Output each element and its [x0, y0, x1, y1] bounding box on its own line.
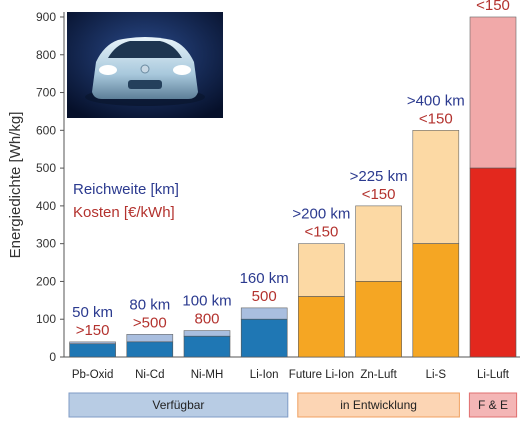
cost-label: >150 — [76, 322, 110, 339]
bar-lower-segment — [412, 243, 460, 358]
y-tick-label: 900 — [36, 10, 56, 24]
category-label: Ni-Cd — [135, 369, 164, 381]
bar-upper-segment — [355, 205, 402, 282]
group-label: Verfügbar — [152, 398, 204, 412]
group-box — [297, 392, 460, 418]
bar-lower-segment — [298, 296, 345, 358]
category-label: Future Li-Ion — [289, 369, 354, 381]
bar-upper-segment — [412, 130, 460, 244]
y-tick-label: 400 — [36, 199, 56, 213]
range-label: 160 km — [240, 270, 289, 287]
bar-lower-segment — [469, 167, 517, 358]
range-label: >225 km — [350, 168, 408, 185]
bars — [69, 16, 517, 358]
category-label: Zn-Luft — [360, 369, 397, 381]
cost-label: <150 — [305, 224, 339, 241]
bar-lower-segment — [240, 318, 288, 358]
range-label: >400 km — [407, 92, 465, 109]
cost-label: <150 — [476, 0, 510, 14]
category-label: Li-Ion — [250, 369, 279, 381]
category-label: Ni-MH — [191, 369, 224, 381]
y-axis-label: Energiedichte [Wh/kg] — [7, 112, 24, 259]
cost-label: 500 — [252, 288, 277, 305]
category-label: Pb-Oxid — [72, 369, 114, 381]
legend-range-label: Reichweite [km] — [73, 181, 179, 198]
cost-label: <150 — [362, 186, 396, 203]
bar-lower-segment — [183, 335, 231, 358]
legend-cost-label: Kosten [€/kWh] — [73, 204, 175, 221]
bar-upper-segment — [298, 243, 345, 297]
bar-upper-segment — [183, 330, 231, 337]
y-tick-label: 0 — [49, 350, 56, 364]
y-tick-label: 200 — [36, 274, 56, 288]
cost-label: >500 — [133, 314, 167, 331]
car-photo — [67, 12, 223, 118]
cost-label: 800 — [194, 311, 219, 328]
category-labels: Pb-Oxid Ni-Cd Ni-MH Li-Ion Future Li-Ion Zn-L… — [72, 369, 510, 381]
legend: Reichweite [km] Kosten [€/kWh] — [73, 181, 179, 221]
range-label: 100 km — [182, 293, 231, 310]
bar-lower-segment — [126, 341, 174, 358]
range-label: 80 km — [129, 296, 170, 313]
y-tick-label: 700 — [36, 86, 56, 100]
y-axis-ticks: 0 100 200 300 400 500 600 700 800 900 — [36, 10, 64, 364]
category-groups: Verfügbar in Entwicklung F & E — [68, 392, 518, 418]
category-label: Li-Luft — [477, 369, 510, 381]
y-tick-label: 800 — [36, 48, 56, 62]
group-box — [68, 392, 289, 418]
bar-upper-segment — [469, 16, 517, 169]
range-label: >200 km — [292, 206, 350, 223]
cost-label: <150 — [419, 110, 453, 127]
y-tick-label: 600 — [36, 123, 56, 137]
bar-lower-segment — [69, 343, 116, 358]
y-tick-label: 300 — [36, 237, 56, 251]
y-tick-label: 100 — [36, 312, 56, 326]
group-label: F & E — [478, 398, 508, 412]
bar-lower-segment — [355, 281, 402, 358]
bar-upper-segment — [126, 334, 174, 343]
range-label: 50 km — [72, 304, 113, 321]
bar-upper-segment — [240, 307, 288, 320]
group-box — [468, 392, 518, 418]
y-tick-label: 500 — [36, 161, 56, 175]
category-label: Li-S — [426, 369, 447, 381]
group-label: in Entwicklung — [340, 398, 417, 412]
